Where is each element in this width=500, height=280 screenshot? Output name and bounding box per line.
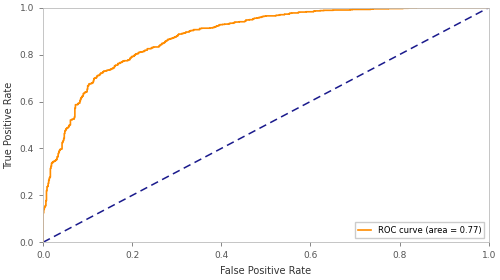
ROC curve (area = 0.77) [90,81,96,84]
ROC curve (area = 0.77) [72,114,78,117]
ROC curve (area = 0.77) [413,6,419,9]
Y-axis label: True Positive Rate: True Positive Rate [4,81,14,169]
ROC curve (area = 0.77) [40,212,46,215]
ROC curve (area = 0.77) [346,8,352,12]
ROC curve (area = 0.77) [40,241,46,244]
Legend: ROC curve (area = 0.77): ROC curve (area = 0.77) [355,222,484,238]
ROC curve (area = 0.77) [486,6,492,9]
Line: ROC curve (area = 0.77): ROC curve (area = 0.77) [43,8,488,242]
ROC curve (area = 0.77) [78,99,84,102]
ROC curve (area = 0.77) [186,30,192,34]
X-axis label: False Positive Rate: False Positive Rate [220,266,312,276]
